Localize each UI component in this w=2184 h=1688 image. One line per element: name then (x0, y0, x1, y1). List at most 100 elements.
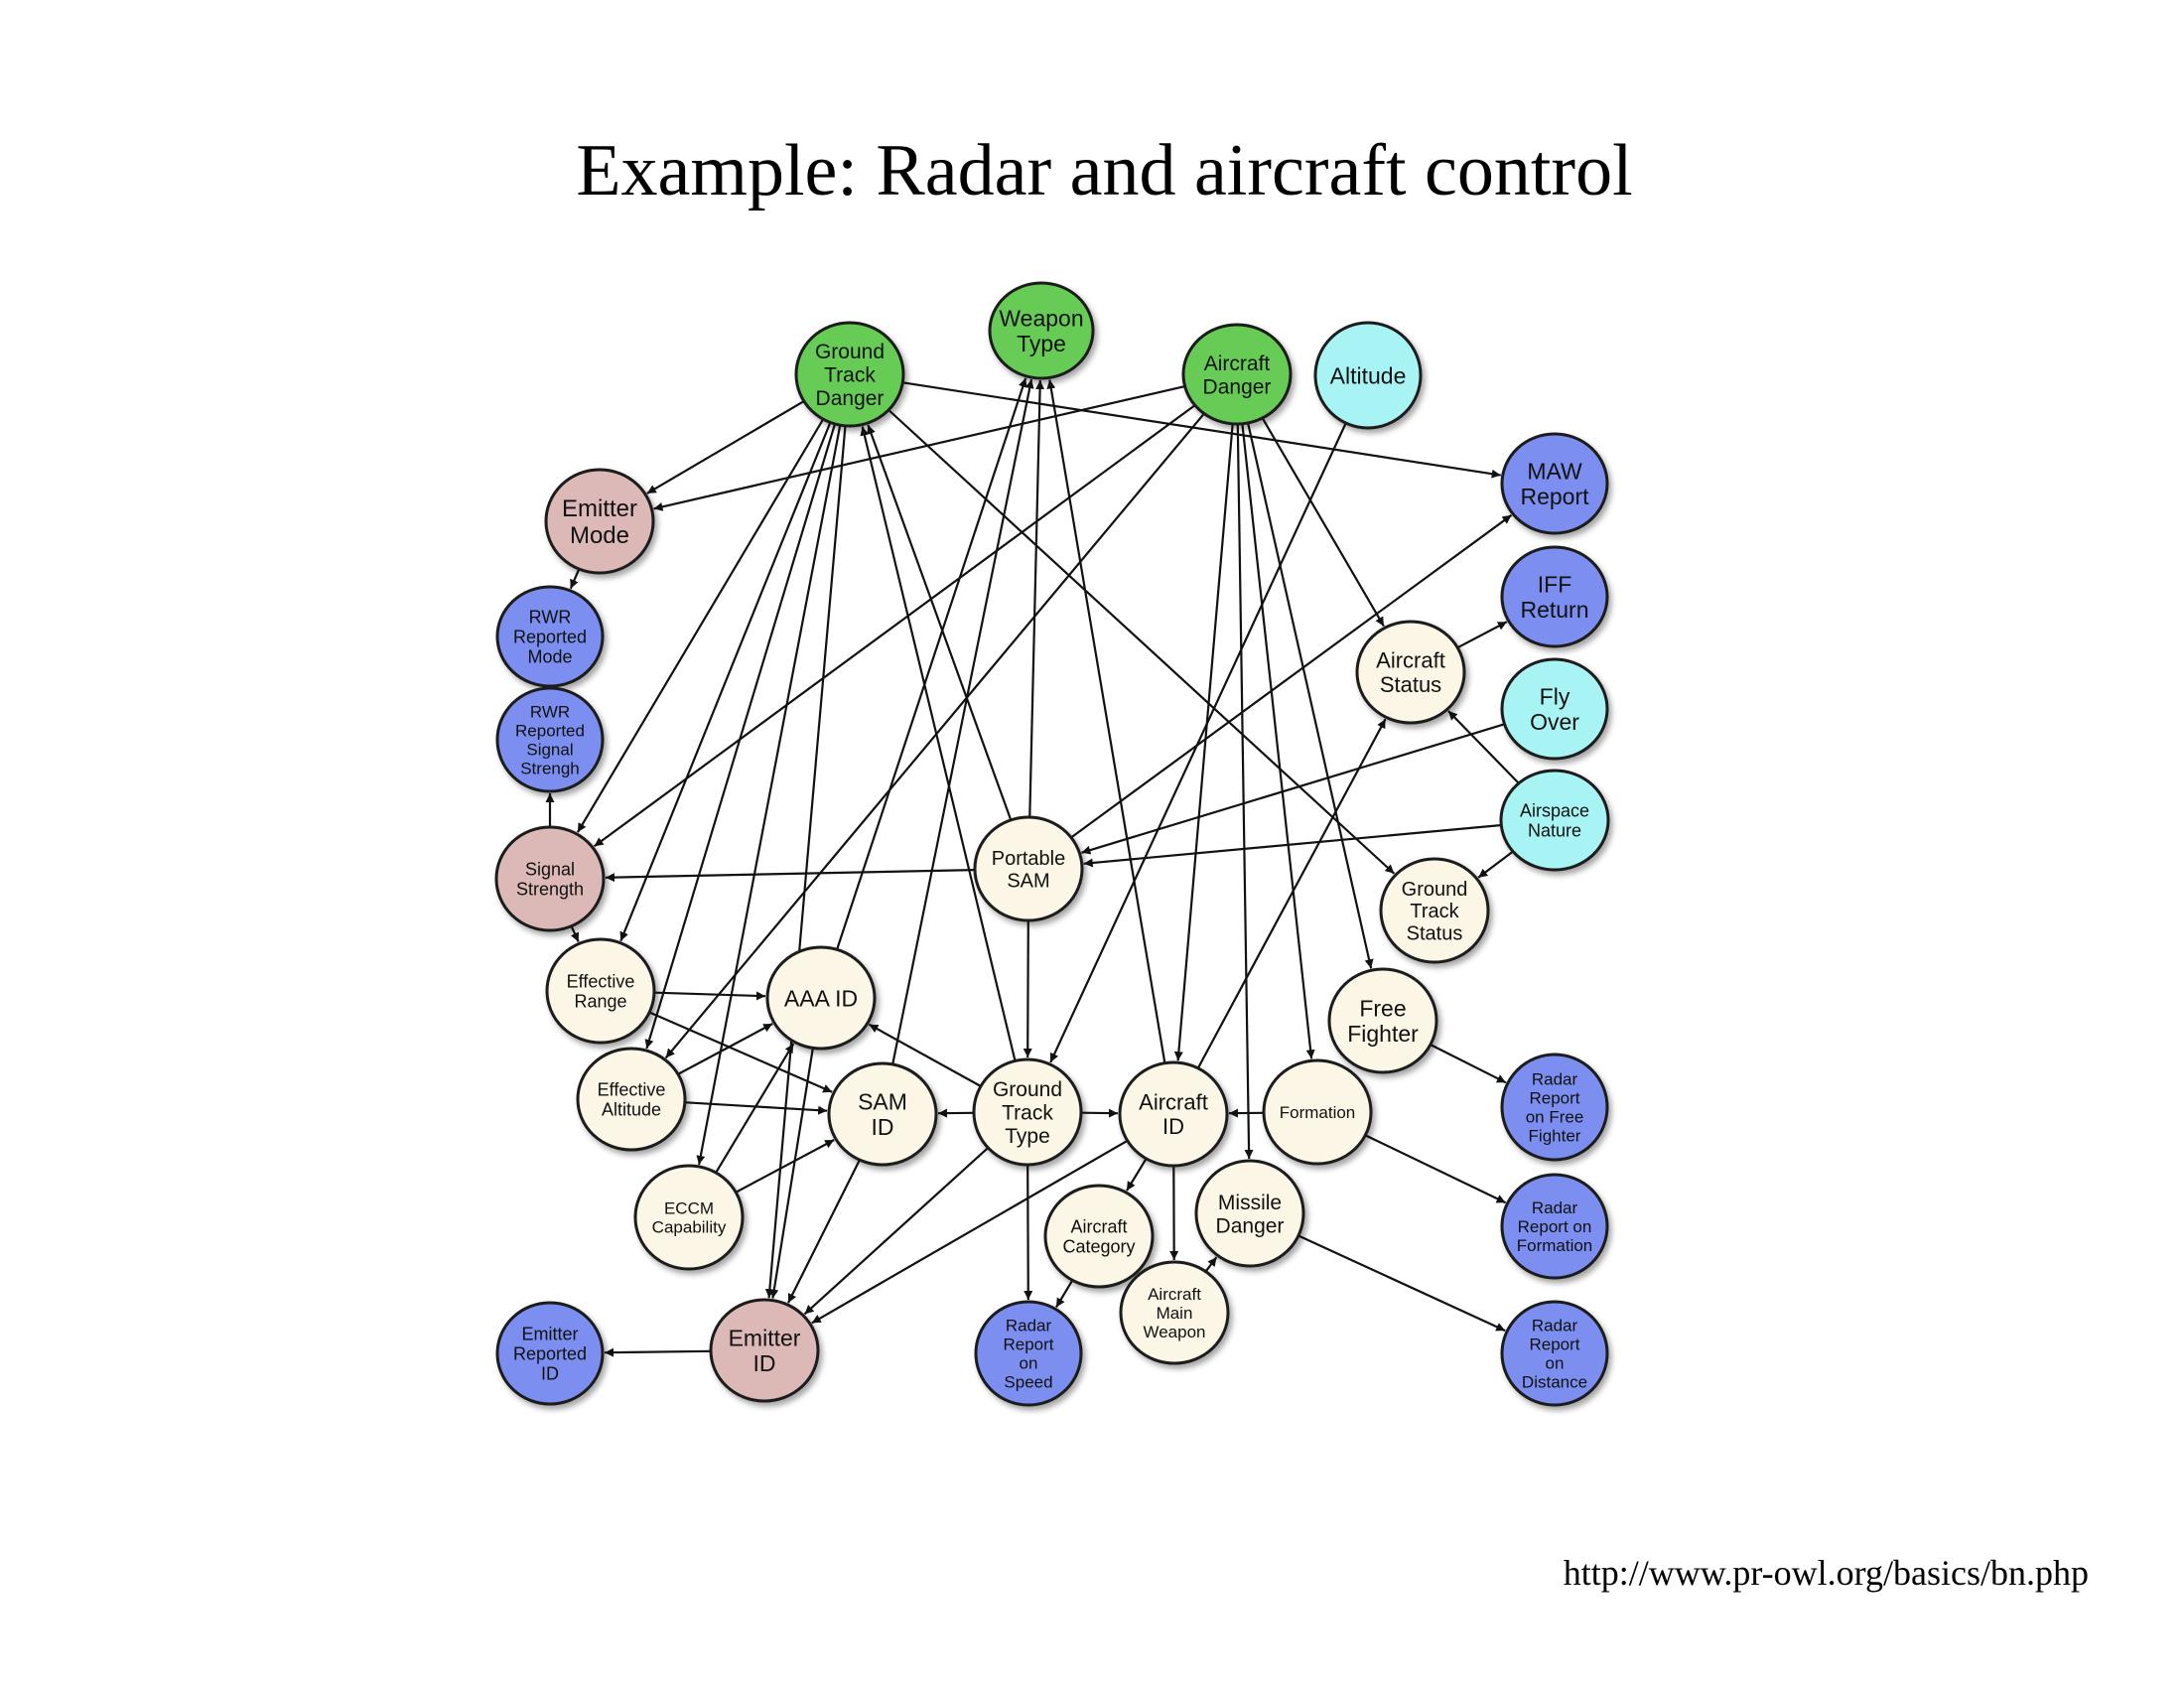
node-ellipse-eccm-capability (633, 1164, 745, 1271)
node-label-radar-report-on-distance: Distance (1522, 1373, 1587, 1392)
node-ellipse-ground-track-danger (794, 321, 905, 428)
edge-ground-track-danger-to-signal-strength (576, 419, 824, 833)
page-title: Example: Radar and aircraft control (576, 130, 1633, 211)
node-layer: WeaponTypeGroundTrackDangerAircraftDange… (494, 281, 1610, 1407)
edge-airspace-nature-to-aircraft-status (1447, 710, 1519, 783)
edge-aircraft-main-weapon-to-missile-danger (1205, 1256, 1218, 1272)
node-ellipse-radar-report-on-free-fighter (1500, 1053, 1609, 1162)
node-ellipse-emitter-reported-id (495, 1301, 605, 1406)
node-ellipse-ground-track-status (1379, 857, 1490, 964)
edge-aircraft-id-to-emitter-id (811, 1140, 1128, 1325)
edge-layer (545, 377, 1519, 1357)
edge-aaa-id-to-emitter-id (769, 1049, 814, 1299)
edge-effective-range-to-aaa-id (654, 991, 766, 1001)
edge-altitude-to-ground-track-type (1049, 423, 1347, 1063)
edge-aircraft-id-to-aircraft-category (1126, 1159, 1148, 1192)
node-label-aaa-id: AAA ID (784, 985, 858, 1011)
edge-aircraft-danger-to-effective-altitude (664, 413, 1205, 1059)
node-label-emitter-reported-id: Emitter (521, 1324, 578, 1343)
node-label-rwr-reported-signal-strength: RWR (530, 703, 570, 722)
node-label-portable-sam: SAM (1007, 870, 1049, 892)
node-label-effective-range: Range (574, 992, 626, 1012)
node-label-emitter-id: ID (753, 1350, 776, 1376)
node-ellipse-missile-danger (1194, 1159, 1305, 1268)
edge-eccm-capability-to-sam-id (736, 1139, 835, 1194)
edge-signal-strength-to-effective-range (570, 926, 580, 942)
node-label-radar-report-on-distance: Report (1529, 1336, 1579, 1354)
node-label-ground-track-type: Track (1002, 1102, 1053, 1125)
edge-ground-track-danger-to-emitter-mode (646, 400, 804, 494)
node-ellipse-aircraft-main-weapon (1119, 1260, 1230, 1365)
node-label-radar-report-on-free-fighter: Radar (1532, 1070, 1578, 1089)
node-ellipse-iff-return (1500, 545, 1609, 648)
node-label-aircraft-status: Aircraft (1376, 648, 1445, 673)
node-label-eccm-capability: ECCM (664, 1199, 714, 1218)
edge-portable-sam-to-weapon-type (1028, 379, 1045, 817)
node-label-radar-report-on-formation: Report on (1518, 1217, 1592, 1236)
node-ellipse-ground-track-type (972, 1057, 1083, 1167)
node-label-radar-report-on-formation: Formation (1517, 1236, 1593, 1255)
node-label-aircraft-main-weapon: Main (1157, 1304, 1193, 1323)
node-label-rwr-reported-mode: Mode (527, 647, 572, 667)
node-ellipse-sam-id (827, 1061, 938, 1167)
node-label-airspace-nature: Nature (1528, 821, 1581, 841)
node-label-iff-return: IFF (1538, 571, 1572, 597)
node-ellipse-rwr-reported-signal-strength (495, 686, 605, 793)
node-ellipse-signal-strength (494, 825, 606, 932)
node-label-sam-id: ID (872, 1114, 894, 1140)
node-label-sam-id: SAM (858, 1088, 907, 1114)
node-formation: Formation (1262, 1058, 1373, 1166)
node-label-rwr-reported-signal-strength: Reported (515, 722, 585, 741)
node-label-fly-over: Fly (1540, 683, 1570, 709)
edge-airspace-nature-to-ground-track-status (1477, 851, 1513, 879)
edge-emitter-mode-to-rwr-reported-mode (569, 569, 580, 590)
edge-eccm-capability-to-aaa-id (715, 1043, 795, 1173)
edge-aircraft-danger-to-aircraft-status (1262, 418, 1385, 628)
edge-aaa-id-to-weapon-type (836, 377, 1027, 949)
edge-portable-sam-to-ground-track-type (1023, 920, 1032, 1058)
node-ellipse-maw-report (1500, 432, 1609, 535)
node-label-aircraft-id: Aircraft (1139, 1090, 1208, 1115)
node-label-rwr-reported-signal-strength: Signal (526, 741, 573, 760)
node-label-emitter-id: Emitter (729, 1325, 801, 1350)
edge-ground-track-danger-to-effective-altitude (644, 424, 836, 1050)
edge-fly-over-to-portable-sam (1081, 723, 1504, 855)
edge-sam-id-to-emitter-id (787, 1160, 861, 1304)
node-ellipse-emitter-id (709, 1298, 820, 1403)
edge-missile-danger-to-radar-report-on-distance (1298, 1234, 1506, 1333)
node-ellipse-airspace-nature (1499, 769, 1610, 872)
node-label-ground-track-status: Ground (1402, 879, 1468, 901)
node-ellipse-effective-altitude (576, 1047, 687, 1152)
node-label-emitter-mode: Emitter (562, 495, 637, 522)
edge-ground-track-type-to-radar-report-on-speed (1024, 1165, 1033, 1301)
node-label-missile-danger: Missile (1218, 1192, 1282, 1214)
node-label-ground-track-danger: Danger (816, 387, 885, 410)
edge-ground-track-danger-to-eccm-capability (696, 425, 842, 1166)
node-ellipse-fly-over (1500, 657, 1609, 761)
node-label-altitude: Altitude (1330, 362, 1407, 388)
edge-aircraft-id-to-aircraft-status (1197, 718, 1387, 1068)
node-label-signal-strength: Strength (516, 880, 584, 900)
node-ellipse-portable-sam (973, 815, 1084, 922)
edge-ground-track-type-to-emitter-id (803, 1147, 989, 1316)
node-ellipse-aircraft-danger (1181, 323, 1293, 426)
edge-ground-track-type-to-aircraft-id (1081, 1108, 1119, 1118)
node-label-free-fighter: Fighter (1347, 1021, 1419, 1047)
